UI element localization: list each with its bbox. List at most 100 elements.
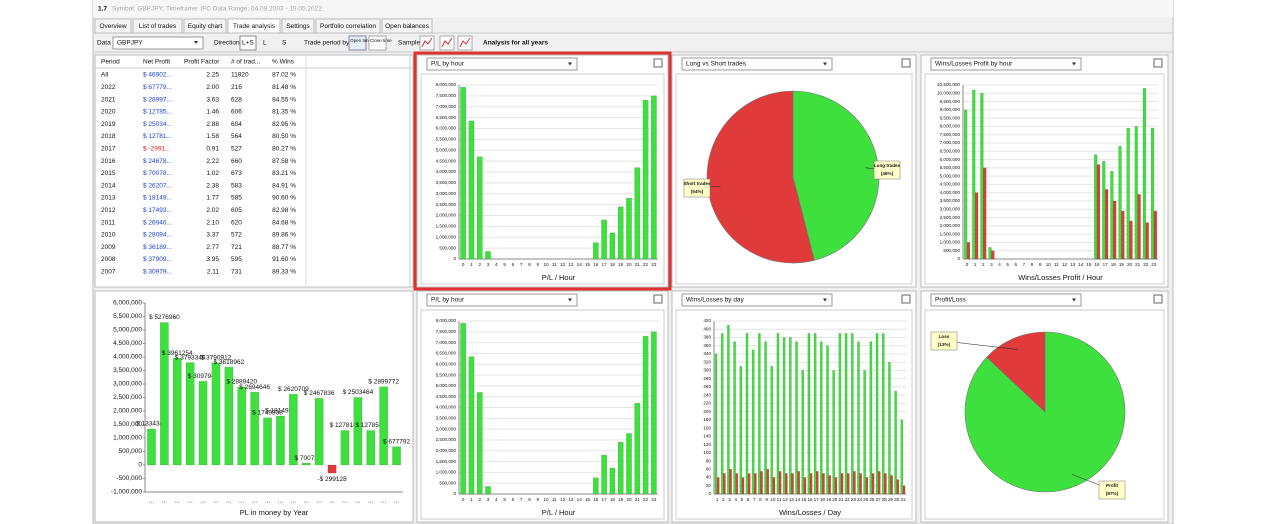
chart-title: Long vs Short trades	[686, 61, 747, 68]
period-button[interactable]	[348, 35, 367, 51]
table-cell: 11820	[231, 72, 249, 79]
chart-selector[interactable]	[930, 293, 1082, 307]
table-cell: $ 70078...	[143, 170, 172, 177]
bar	[807, 333, 811, 495]
table-cell: 2020	[101, 109, 116, 116]
bar	[741, 477, 745, 495]
y-tick-label: 4,000,000	[436, 405, 457, 410]
x-tick-label: 13	[1070, 262, 1076, 267]
x-tick-label: 23	[851, 497, 857, 502]
version: 1.7	[98, 6, 107, 13]
x-tick-label: 13	[568, 497, 574, 502]
popout-button[interactable]	[1153, 294, 1163, 304]
data-label: $ 2889420	[226, 379, 257, 386]
tab[interactable]	[183, 18, 227, 34]
x-tick-label: ...	[200, 498, 206, 505]
bar	[392, 446, 401, 466]
chart-selector[interactable]	[426, 57, 578, 71]
table-cell: 82.98 %	[272, 207, 296, 214]
chart-selector[interactable]	[426, 293, 578, 307]
x-tick-label: 15	[1086, 262, 1092, 267]
selector-arrow	[1072, 62, 1076, 66]
bar	[609, 467, 616, 495]
table-cell: 1.46	[206, 109, 219, 116]
y-tick-label: 1,000,000	[436, 470, 457, 475]
bar	[147, 428, 156, 466]
bar	[289, 394, 298, 466]
chart-title: Profit/Loss	[935, 297, 966, 304]
bar	[857, 341, 860, 495]
tab[interactable]	[315, 18, 381, 34]
bar	[772, 477, 776, 495]
direction[interactable]: S	[282, 40, 287, 47]
x-tick-label: 3	[990, 262, 993, 267]
y-tick-label: 4,500,000	[113, 340, 142, 347]
y-tick-label: 8,500,000	[940, 115, 961, 120]
symbol: GBPJPY	[117, 40, 143, 47]
direction-button[interactable]	[239, 35, 257, 51]
y-tick-label: 3,000,000	[436, 426, 457, 431]
x-tick-label: 1	[470, 497, 473, 502]
tab[interactable]	[227, 18, 281, 34]
x-tick-label: ...	[394, 498, 400, 505]
y-tick-label: 140	[703, 434, 711, 439]
popout-button[interactable]	[653, 294, 663, 304]
x-tick-label: 18	[1111, 262, 1117, 267]
trade-period-label: Trade period by	[304, 40, 350, 47]
bar	[626, 433, 632, 495]
bar	[263, 417, 272, 466]
direction[interactable]: L	[263, 40, 267, 47]
data-label: -$ 299128	[317, 476, 347, 483]
y-tick-label: 5,500,000	[113, 313, 142, 320]
x-tick-label: 2	[722, 497, 725, 502]
popout-button[interactable]	[901, 294, 911, 304]
y-tick-label: 420	[703, 318, 711, 323]
chart-selector[interactable]	[681, 57, 833, 71]
bar	[460, 322, 466, 495]
bar	[877, 471, 881, 495]
chart-selector[interactable]	[930, 57, 1082, 71]
bar	[1126, 127, 1130, 260]
x-tick-label: 1	[470, 262, 473, 267]
x-tick-label: 4	[734, 497, 737, 502]
bar	[185, 362, 195, 466]
bar	[974, 192, 979, 260]
table-cell: 2.25	[206, 72, 219, 79]
y-tick-label: 6,000,000	[436, 361, 457, 366]
popout-button[interactable]	[653, 58, 663, 68]
bar	[888, 361, 891, 495]
column-header: # of trad...	[231, 59, 260, 66]
chart-selector[interactable]	[681, 293, 833, 307]
x-tick-label: 5	[503, 497, 506, 502]
x-tick-label: 4	[495, 262, 498, 267]
tab[interactable]	[94, 18, 132, 34]
x-tick-label: 8	[528, 497, 531, 502]
bar	[651, 95, 657, 260]
y-tick-label: 1,500,000	[436, 224, 457, 229]
period-button[interactable]	[368, 35, 387, 51]
tab-label: Equity chart	[188, 23, 223, 30]
x-axis-title: PL in money by Year	[240, 508, 309, 517]
table-cell: $ 67779...	[143, 84, 172, 91]
column-header: % Wins	[272, 59, 295, 66]
bar	[460, 86, 466, 260]
period-option: Close time	[370, 38, 392, 43]
bar	[900, 419, 904, 495]
tab[interactable]	[132, 18, 183, 34]
period-option: Open time	[350, 38, 372, 43]
popout-button[interactable]	[1153, 58, 1163, 68]
popout-button[interactable]	[901, 58, 911, 68]
tab[interactable]	[381, 18, 433, 34]
symbol-combo[interactable]	[112, 36, 204, 50]
x-tick-label: ...	[304, 498, 310, 505]
table-cell: 2.02	[206, 207, 219, 214]
table-cell: $ 12785...	[143, 109, 172, 116]
tab[interactable]	[281, 18, 315, 34]
table-cell: $ 12781...	[143, 133, 172, 140]
y-tick-label: 500,000	[439, 480, 456, 485]
table-cell: 605	[231, 207, 242, 214]
table-cell: 84.68 %	[272, 219, 296, 226]
x-tick-label: 16	[593, 497, 599, 502]
table-cell: 2021	[101, 96, 116, 103]
y-tick-label: 3,500,000	[940, 198, 961, 203]
